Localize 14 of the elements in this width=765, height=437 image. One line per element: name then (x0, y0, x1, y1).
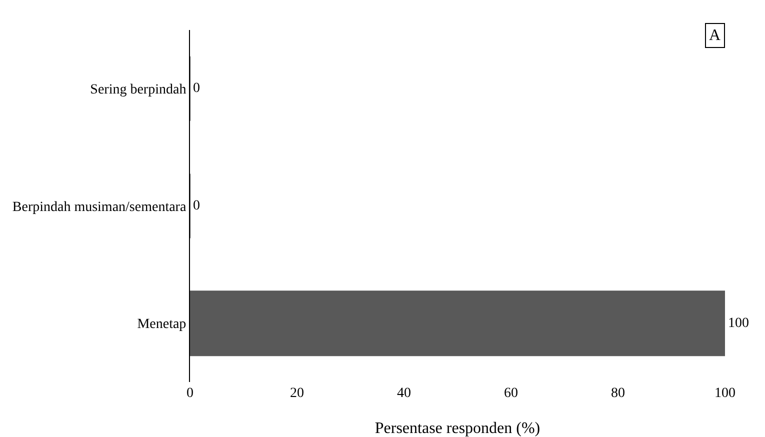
y-tick-label: Menetap (137, 317, 186, 332)
x-tick-label: 60 (504, 386, 518, 401)
x-tick-label: 80 (611, 386, 625, 401)
x-tick-label: 40 (397, 386, 411, 401)
y-tick-label: Sering berpindah (90, 82, 186, 98)
x-tick-label: 100 (714, 386, 736, 401)
data-label: 100 (728, 316, 749, 331)
x-tick-label: 0 (186, 386, 194, 401)
data-label: 0 (193, 81, 200, 96)
annotation: A (709, 27, 721, 44)
data-label: 0 (193, 198, 200, 214)
x-axis-title: Persentase responden (%) (374, 420, 540, 437)
x-tick-label: 20 (290, 386, 304, 401)
y-tick-label: Berpindah musiman/sementara (12, 200, 187, 215)
